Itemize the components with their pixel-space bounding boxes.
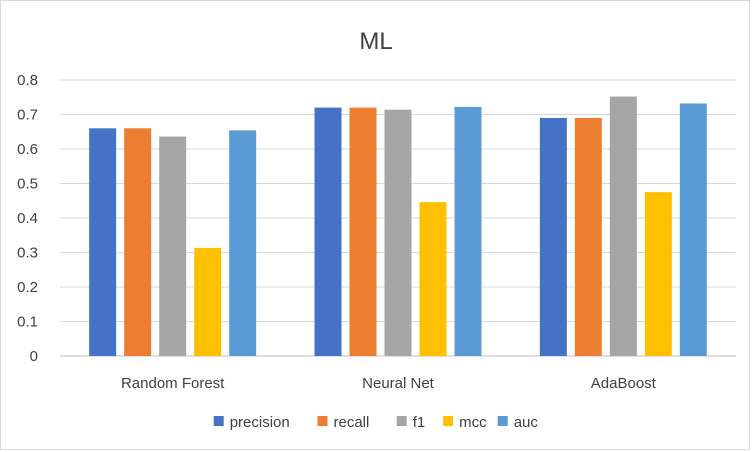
legend-item-mcc: mcc	[443, 414, 487, 431]
y-tick-label: 0.6	[17, 141, 38, 158]
y-tick-label: 0.4	[17, 210, 38, 227]
y-tick-label: 0	[30, 348, 38, 365]
bar-mcc-random-forest	[194, 248, 222, 356]
legend-label: mcc	[459, 414, 487, 431]
bar-auc-neural-net	[454, 106, 482, 356]
bars	[89, 96, 707, 357]
bar-precision-neural-net	[314, 107, 342, 356]
bar-precision-adaboost	[539, 117, 567, 356]
legend: precision recall f1 mcc auc	[213, 414, 539, 431]
y-axis-ticks: 0 0.1 0.2 0.3 0.4 0.5 0.6 0.7 0.8	[17, 72, 38, 365]
y-tick-label: 0.8	[17, 72, 38, 89]
legend-item-precision: precision	[213, 414, 290, 431]
legend-item-auc: auc	[497, 414, 539, 431]
legend-label: f1	[413, 414, 426, 431]
legend-swatch	[443, 416, 454, 426]
bar-f1-neural-net	[384, 109, 412, 356]
bar-precision-random-forest	[89, 128, 117, 356]
legend-label: recall	[334, 414, 370, 431]
bar-auc-random-forest	[229, 130, 257, 356]
legend-label: precision	[230, 414, 290, 431]
x-category-label: AdaBoost	[591, 375, 657, 392]
legend-swatch	[213, 416, 224, 426]
x-category-label: Neural Net	[362, 375, 435, 392]
y-tick-label: 0.2	[17, 279, 38, 296]
bar-recall-random-forest	[124, 128, 152, 356]
x-category-label: Random Forest	[121, 375, 225, 392]
bar-f1-random-forest	[159, 136, 187, 356]
chart-title: ML	[359, 28, 392, 55]
y-tick-label: 0.3	[17, 245, 38, 262]
legend-label: auc	[514, 414, 539, 431]
bar-recall-neural-net	[349, 107, 377, 356]
bar-auc-adaboost	[679, 103, 707, 357]
y-tick-label: 0.5	[17, 176, 38, 193]
legend-swatch	[497, 416, 508, 426]
bar-f1-adaboost	[609, 96, 637, 356]
bar-recall-adaboost	[574, 117, 602, 356]
y-tick-label: 0.7	[17, 107, 38, 124]
legend-swatch	[396, 416, 407, 426]
bar-mcc-neural-net	[419, 202, 447, 356]
legend-item-recall: recall	[317, 414, 370, 431]
y-tick-label: 0.1	[17, 314, 38, 331]
legend-item-f1: f1	[396, 414, 426, 431]
x-axis-labels: Random Forest Neural Net AdaBoost	[121, 375, 657, 392]
bar-mcc-adaboost	[644, 192, 672, 356]
legend-swatch	[317, 416, 328, 426]
